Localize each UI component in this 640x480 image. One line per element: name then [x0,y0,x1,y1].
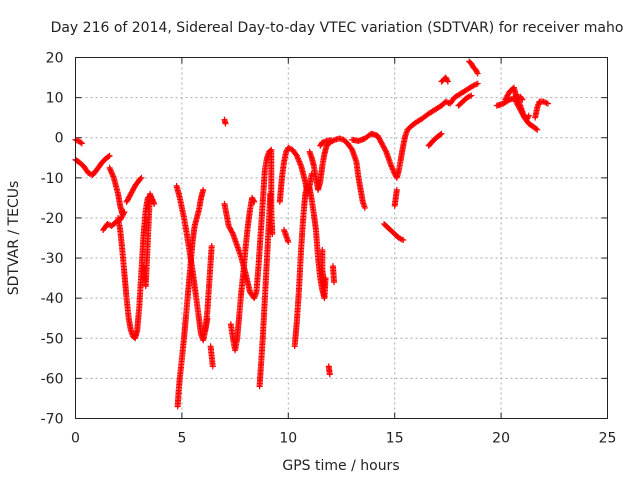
data-point [269,230,276,237]
y-tick-label: -10 [41,171,64,187]
data-point [361,204,368,211]
data-point [78,140,85,147]
data-point [474,80,481,87]
x-tick-label: 5 [177,431,186,447]
x-axis-label: GPS time / hours [282,458,399,474]
data-points [72,58,551,410]
data-point [209,363,216,370]
data-point [544,100,551,107]
data-point [534,126,541,133]
data-point [77,139,84,146]
data-point [437,131,444,138]
data-point [400,237,407,244]
data-point [250,197,257,204]
x-tick-labels: 0 5 10 15 20 25 [71,431,616,447]
data-point [474,70,481,77]
y-tick-label: 20 [46,51,64,67]
y-tick-label: -50 [41,331,64,347]
data-point [468,92,475,99]
data-point [444,77,451,84]
data-point [137,175,144,182]
y-tick-label: -60 [41,371,64,387]
data-point [473,69,480,76]
data-point [106,152,113,159]
data-point [321,283,328,290]
y-tick-label: -70 [41,412,64,428]
chart-title: Day 216 of 2014, Sidereal Day-to-day VTE… [51,20,624,36]
data-point [331,279,338,286]
data-point [105,153,112,160]
y-tick-label: -30 [41,251,64,267]
data-point [151,200,158,207]
x-tick-label: 10 [279,431,297,447]
grid [75,57,608,419]
y-tick-label: 0 [55,131,64,147]
y-tick-label: -40 [41,291,64,307]
y-tick-labels: -70 -60 -50 -40 -30 -20 -10 0 10 20 [41,51,64,428]
data-point [200,186,207,193]
data-point [444,78,451,85]
x-tick-label: 0 [71,431,80,447]
y-tick-label: -20 [41,211,64,227]
x-tick-label: 20 [492,431,510,447]
data-point [382,147,389,154]
data-point [348,145,355,152]
data-point [138,174,145,181]
data-point [285,239,292,246]
data-point [251,198,258,205]
data-point [326,371,333,378]
data-point [229,229,236,236]
y-tick-label: 10 [46,91,64,107]
data-point [525,112,532,119]
data-point [533,125,540,132]
x-tick-label: 15 [386,431,404,447]
data-point [208,243,215,250]
data-point [119,210,126,217]
y-axis-label: SDTVAR / TECUs [6,181,22,296]
plot-frame [75,57,608,419]
x-tick-label: 25 [599,431,617,447]
data-point [327,137,334,144]
data-point [393,186,400,193]
data-point [222,120,229,127]
data-point [438,130,445,137]
